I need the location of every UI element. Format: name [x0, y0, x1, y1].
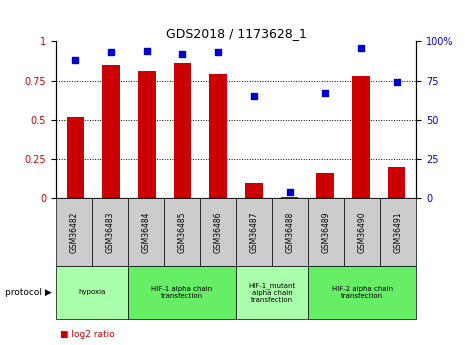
- Bar: [388, 167, 405, 198]
- Point: [286, 189, 293, 195]
- Text: GSM36488: GSM36488: [286, 211, 294, 253]
- Text: GSM36485: GSM36485: [178, 211, 186, 253]
- Bar: [316, 173, 334, 198]
- Bar: [66, 117, 84, 198]
- Point: [107, 50, 115, 55]
- Bar: [245, 183, 263, 198]
- Text: GSM36484: GSM36484: [141, 211, 150, 253]
- Bar: [173, 63, 192, 198]
- Point: [321, 90, 329, 96]
- Point: [357, 45, 365, 50]
- Point: [72, 58, 79, 63]
- Text: GSM36482: GSM36482: [69, 211, 78, 253]
- Text: GSM36483: GSM36483: [106, 211, 114, 253]
- Point: [179, 51, 186, 57]
- Text: hypoxia: hypoxia: [78, 289, 106, 295]
- Text: HIF-1 alpha chain
transfection: HIF-1 alpha chain transfection: [151, 286, 213, 299]
- Bar: [138, 71, 156, 198]
- Bar: [352, 76, 370, 198]
- Point: [214, 50, 222, 55]
- Bar: [209, 75, 227, 198]
- Bar: [280, 197, 299, 198]
- Text: GSM36490: GSM36490: [358, 211, 366, 253]
- Point: [250, 93, 258, 99]
- Text: ■ log2 ratio: ■ log2 ratio: [60, 330, 115, 339]
- Bar: [102, 65, 120, 198]
- Title: GDS2018 / 1173628_1: GDS2018 / 1173628_1: [166, 27, 306, 40]
- Text: HIF-2 alpha chain
transfection: HIF-2 alpha chain transfection: [332, 286, 392, 299]
- Text: GSM36489: GSM36489: [322, 211, 331, 253]
- Point: [393, 79, 400, 85]
- Text: HIF-1_mutant
alpha chain
transfection: HIF-1_mutant alpha chain transfection: [248, 282, 296, 303]
- Text: GSM36487: GSM36487: [250, 211, 259, 253]
- Text: protocol ▶: protocol ▶: [5, 288, 52, 297]
- Text: GSM36491: GSM36491: [394, 211, 403, 253]
- Point: [143, 48, 151, 53]
- Text: GSM36486: GSM36486: [213, 211, 222, 253]
